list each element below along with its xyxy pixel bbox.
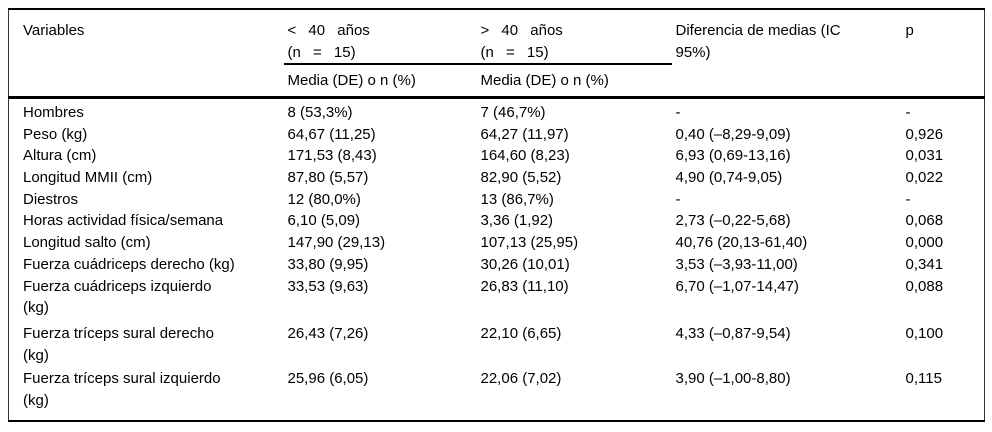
row-variable: Longitud salto (cm): [23, 234, 151, 252]
row-group2-value: 26,83 (11,10): [480, 277, 569, 295]
row-variable: Fuerza tríceps sural derecho (kg): [23, 324, 214, 364]
row-group1-value: 8 (53,3%): [287, 103, 353, 121]
row-diff-value: 6,70 (–1,07-14,47): [675, 277, 799, 295]
row-p-value: -: [905, 190, 911, 208]
row-group1-value: 33,80 (9,95): [287, 255, 369, 273]
row-diff-value: 6,93 (0,69-13,16): [675, 147, 791, 165]
row-group2-value: 30,26 (10,01): [480, 255, 570, 273]
col-header-variables: Variables: [8, 9, 284, 99]
table-row: Hombres 8 (53,3%) 7 (46,7%) - -: [9, 97, 985, 123]
col-header-group-over40: > 40 años (n = 15): [476, 9, 672, 66]
row-group2-value: 22,10 (6,65): [480, 324, 562, 342]
row-variable: Hombres: [23, 103, 84, 121]
row-group1-value: 26,43 (7,26): [287, 324, 369, 342]
table-row: Altura (cm) 171,53 (8,43) 164,60 (8,23) …: [9, 145, 985, 167]
row-variable: Fuerza tríceps sural izquierdo (kg): [23, 370, 221, 410]
col-header-mean-difference: Diferencia de medias (IC 95%): [671, 9, 902, 99]
row-diff-value: 3,53 (–3,93-11,00): [675, 255, 798, 273]
row-group1-value: 6,10 (5,09): [287, 212, 361, 230]
subheader-media-group2: Media (DE) o n (%): [476, 64, 672, 99]
group2-age-label: > 40 años: [480, 22, 563, 39]
row-group2-value: 7 (46,7%): [480, 103, 546, 121]
table-row: Fuerza tríceps sural izquierdo (kg) 25,9…: [9, 368, 985, 420]
group1-age-label: < 40 años: [287, 22, 370, 39]
row-group1-value: 147,90 (29,13): [287, 234, 386, 252]
table-row: Longitud MMII (cm) 87,80 (5,57) 82,90 (5…: [9, 167, 985, 189]
row-diff-value: -: [675, 190, 681, 208]
table-header: Variables < 40 años (n = 15) > 40 años (…: [8, 9, 985, 99]
row-p-value: 0,031: [905, 147, 944, 165]
row-group2-value: 13 (86,7%): [480, 190, 554, 208]
row-p-value: 0,115: [905, 370, 942, 388]
row-group2-value: 22,06 (7,02): [480, 370, 562, 388]
row-group2-value: 64,27 (11,97): [480, 125, 569, 143]
subheader-media-group1: Media (DE) o n (%): [283, 64, 477, 99]
table-row: Longitud salto (cm) 147,90 (29,13) 107,1…: [9, 232, 985, 254]
table-row: Peso (kg) 64,67 (11,25) 64,27 (11,97) 0,…: [9, 124, 985, 146]
row-variable: Peso (kg): [23, 125, 88, 143]
row-group1-value: 64,67 (11,25): [287, 125, 376, 143]
table-row: Fuerza tríceps sural derecho (kg) 26,43 …: [9, 323, 985, 368]
row-group1-value: 12 (80,0%): [287, 190, 361, 208]
row-p-value: 0,926: [905, 125, 944, 143]
row-p-value: 0,088: [905, 277, 944, 295]
row-group1-value: 87,80 (5,57): [287, 169, 369, 187]
row-p-value: 0,022: [905, 169, 944, 187]
col-header-group-under40: < 40 años (n = 15): [283, 9, 477, 66]
table-row: Diestros 12 (80,0%) 13 (86,7%) - -: [9, 189, 985, 211]
row-variable: Altura (cm): [23, 147, 97, 165]
group2-n-label: (n = 15): [480, 43, 549, 61]
row-diff-value: 4,33 (–0,87-9,54): [675, 324, 791, 342]
comparison-table: Variables < 40 años (n = 15) > 40 años (…: [8, 8, 985, 422]
row-p-value: 0,341: [905, 255, 944, 273]
row-p-value: -: [905, 103, 911, 121]
row-group1-value: 171,53 (8,43): [287, 147, 377, 165]
col-header-p-value: p: [901, 9, 985, 99]
row-variable: Fuerza cuádriceps derecho (kg): [23, 255, 235, 273]
row-p-value: 0,068: [905, 212, 944, 230]
table-body: Hombres 8 (53,3%) 7 (46,7%) - - Peso (kg…: [9, 97, 985, 420]
table-row: Fuerza cuádriceps derecho (kg) 33,80 (9,…: [9, 254, 985, 276]
row-variable: Horas actividad física/semana: [23, 212, 224, 230]
row-p-value: 0,000: [905, 234, 944, 252]
row-variable: Fuerza cuádriceps izquierdo (kg): [23, 277, 212, 317]
table-row: Horas actividad física/semana 6,10 (5,09…: [9, 210, 985, 232]
row-group2-value: 107,13 (25,95): [480, 234, 579, 252]
table-row: Fuerza cuádriceps izquierdo (kg) 33,53 (…: [9, 276, 985, 323]
row-variable: Longitud MMII (cm): [23, 169, 153, 187]
row-diff-value: 2,73 (–0,22-5,68): [675, 212, 791, 230]
row-diff-value: 40,76 (20,13-61,40): [675, 234, 808, 252]
row-p-value: 0,100: [905, 324, 944, 342]
row-diff-value: 4,90 (0,74-9,05): [675, 169, 783, 187]
row-group1-value: 25,96 (6,05): [287, 370, 369, 388]
row-diff-value: -: [675, 103, 681, 121]
row-group2-value: 82,90 (5,52): [480, 169, 562, 187]
group1-n-label: (n = 15): [287, 43, 356, 61]
row-variable: Diestros: [23, 190, 79, 208]
row-group2-value: 3,36 (1,92): [480, 212, 554, 230]
row-group1-value: 33,53 (9,63): [287, 277, 369, 295]
row-diff-value: 0,40 (–8,29-9,09): [675, 125, 791, 143]
row-group2-value: 164,60 (8,23): [480, 147, 570, 165]
row-diff-value: 3,90 (–1,00-8,80): [675, 370, 791, 388]
